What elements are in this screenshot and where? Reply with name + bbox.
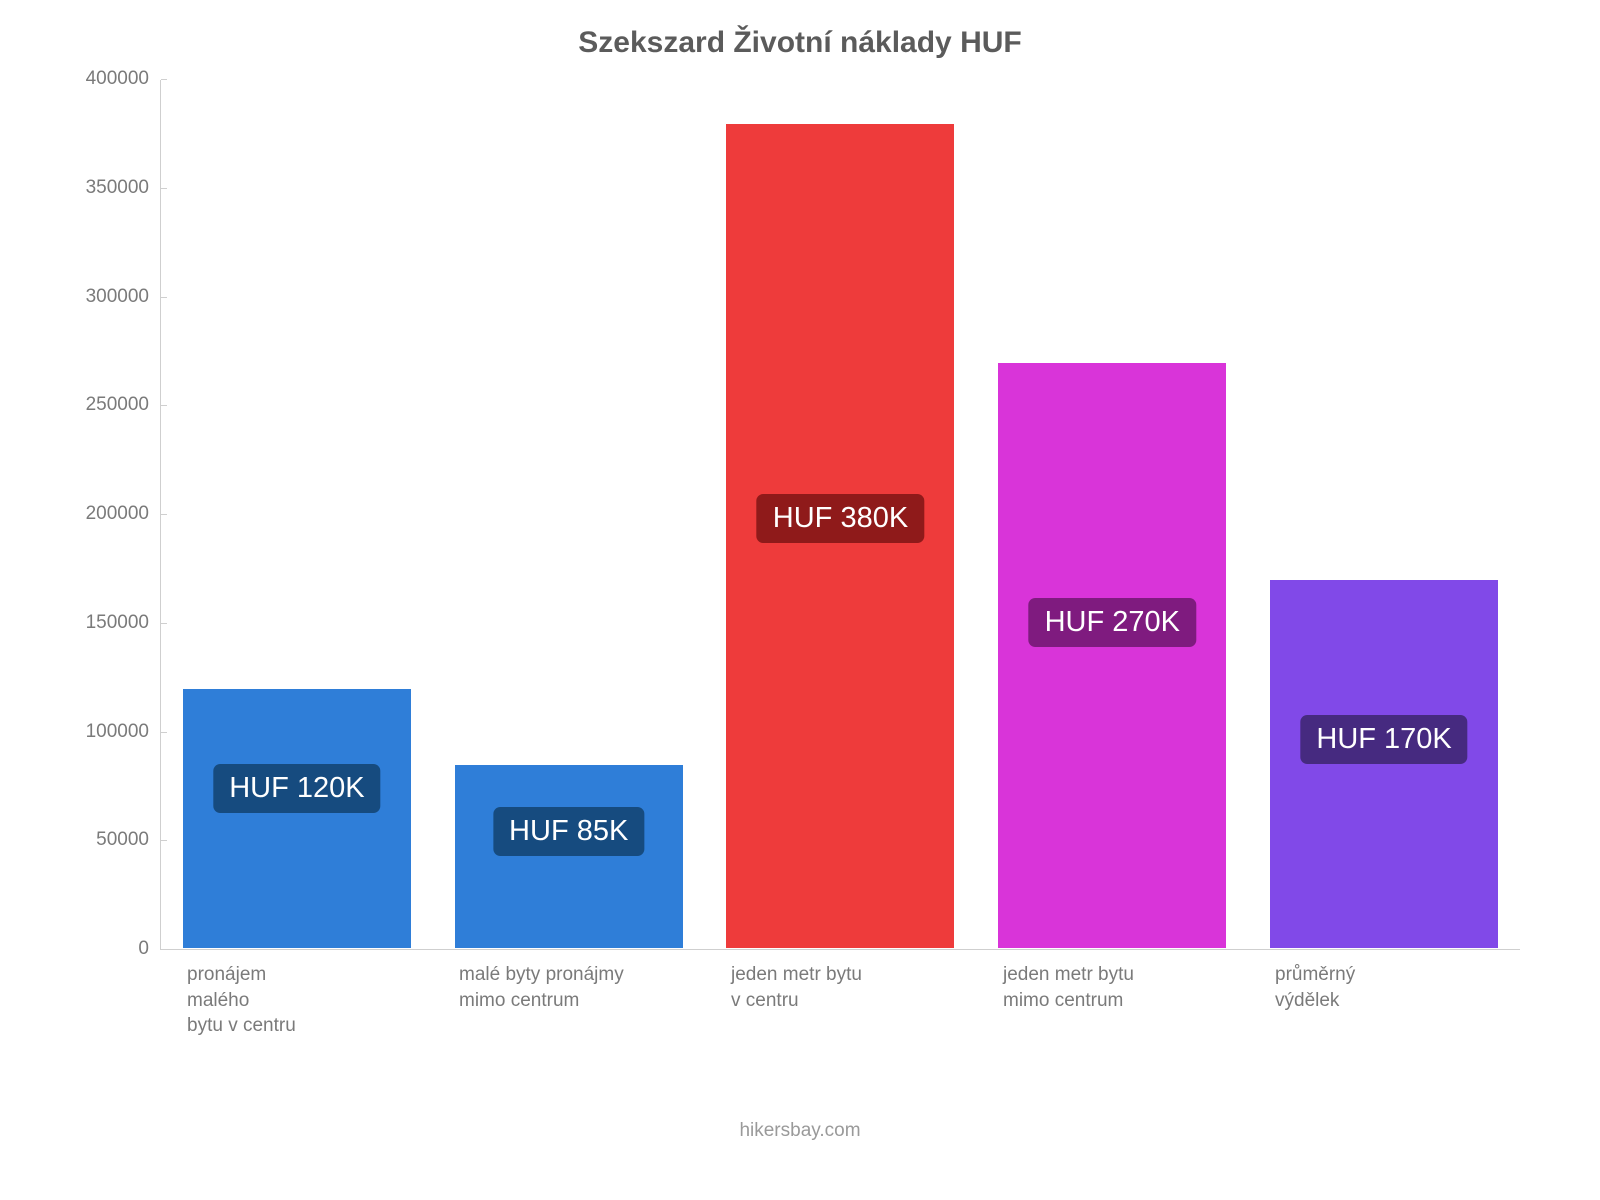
bar-slot: HUF 170K [1269, 80, 1499, 949]
bar: HUF 270K [997, 362, 1227, 949]
bar-slot: HUF 120K [182, 80, 412, 949]
x-axis-label: malé byty pronájmymimo centrum [453, 962, 683, 1039]
bar-value-label: HUF 380K [757, 494, 924, 543]
y-tick-label: 0 [138, 938, 161, 960]
chart-container: Szekszard Životní náklady HUF HUF 120KHU… [50, 20, 1550, 1120]
bar-value-label: HUF 170K [1300, 715, 1467, 764]
bar: HUF 120K [182, 688, 412, 949]
y-tick-label: 250000 [86, 394, 161, 416]
y-tick-label: 150000 [86, 612, 161, 634]
attribution-text: hikersbay.com [0, 1120, 1600, 1142]
chart-title: Szekszard Životní náklady HUF [50, 20, 1550, 66]
x-axis-label: jeden metr bytuv centru [725, 962, 955, 1039]
x-axis-label: jeden metr bytumimo centrum [997, 962, 1227, 1039]
bar: HUF 170K [1269, 579, 1499, 949]
bar-value-label: HUF 120K [213, 764, 380, 813]
y-tick-label: 350000 [86, 177, 161, 199]
bar-value-label: HUF 85K [493, 807, 644, 856]
x-axis-labels: pronájemmaléhobytu v centru malé byty pro… [160, 962, 1520, 1039]
y-tick-label: 200000 [86, 503, 161, 525]
y-tick-label: 400000 [86, 68, 161, 90]
bar-slot: HUF 85K [454, 80, 684, 949]
bar-slot: HUF 380K [725, 80, 955, 949]
bar: HUF 85K [454, 764, 684, 949]
plot-area: HUF 120KHUF 85KHUF 380KHUF 270KHUF 170K … [160, 80, 1520, 950]
bar-slot: HUF 270K [997, 80, 1227, 949]
y-tick-label: 300000 [86, 286, 161, 308]
x-axis-label: průměrnývýdělek [1269, 962, 1499, 1039]
x-axis-label: pronájemmaléhobytu v centru [181, 962, 411, 1039]
bar: HUF 380K [725, 123, 955, 950]
bars-row: HUF 120K HUF 85K HUF 380K HUF 270K HUF 170K [161, 80, 1520, 949]
bar-value-label: HUF 270K [1029, 598, 1196, 647]
y-tick-label: 50000 [96, 829, 161, 851]
y-tick-label: 100000 [86, 721, 161, 743]
